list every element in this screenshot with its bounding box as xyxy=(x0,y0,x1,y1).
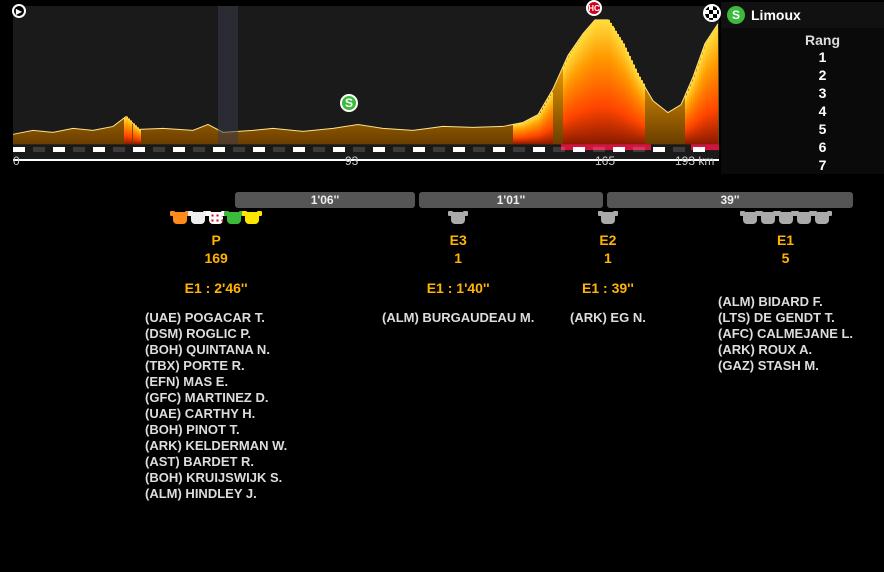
group-peloton: P 169 E1 : 2'46'' (UAE) POGACAR T.(DSM) … xyxy=(145,212,287,501)
hc-climb-icon: HC xyxy=(586,0,602,16)
rider-name[interactable]: (ARK) ROUX A. xyxy=(718,342,812,357)
rider-name[interactable]: (AFC) CALMEJANE L. xyxy=(718,326,853,341)
rank-row[interactable]: 5 xyxy=(819,120,827,138)
rider-name[interactable]: (UAE) CARTHY H. xyxy=(145,406,255,421)
rider-name[interactable]: (AST) BARDET R. xyxy=(145,454,254,469)
rider-name[interactable]: (GAZ) STASH M. xyxy=(718,358,819,373)
sprint-icon: S xyxy=(727,6,745,24)
km-label-finish: 193 km xyxy=(675,154,714,168)
rider-name[interactable]: (EFN) MAS E. xyxy=(145,374,228,389)
ranking-panel-header[interactable]: S Limoux xyxy=(721,2,884,28)
rider-list: (ALM) BIDARD F.(LTS) DE GENDT T.(AFC) CA… xyxy=(718,294,853,373)
rider-name[interactable]: (ALM) BIDARD F. xyxy=(718,294,823,309)
grey-jersey-icon xyxy=(451,212,465,224)
orange-jersey-icon xyxy=(173,212,187,224)
rider-name[interactable]: (ALM) HINDLEY J. xyxy=(145,486,257,501)
rank-row[interactable]: 2 xyxy=(819,66,827,84)
white-jersey-icon xyxy=(191,212,205,224)
rank-row[interactable]: 7 xyxy=(819,156,827,174)
rank-row[interactable]: 3 xyxy=(819,84,827,102)
km-label-sprint: 93 xyxy=(345,154,358,168)
group-rider-count: 1 xyxy=(604,250,612,266)
stage-elevation-profile xyxy=(13,6,719,161)
rider-name[interactable]: (ARK) KELDERMAN W. xyxy=(145,438,287,453)
finish-flag-icon xyxy=(703,4,721,22)
rider-name[interactable]: (LTS) DE GENDT T. xyxy=(718,310,835,325)
rank-row[interactable]: 1 xyxy=(819,48,827,66)
group-e3: E3 1 E1 : 1'40'' (ALM) BURGAUDEAU M. xyxy=(382,212,534,325)
km-label-climb: 165 xyxy=(595,154,615,168)
rank-row[interactable]: 4 xyxy=(819,102,827,120)
elevation-svg xyxy=(13,6,719,159)
group-e1: E1 5 (ALM) BIDARD F.(LTS) DE GENDT T.(AF… xyxy=(718,212,853,373)
rider-name[interactable]: (BOH) QUINTANA N. xyxy=(145,342,270,357)
grey-jersey-icon xyxy=(815,212,829,224)
group-label: P xyxy=(211,232,220,248)
location-title: Limoux xyxy=(751,7,801,23)
playback-start-icon[interactable]: ▶ xyxy=(12,4,26,18)
rank-row[interactable]: 6 xyxy=(819,138,827,156)
rider-list: (ALM) BURGAUDEAU M. xyxy=(382,310,534,325)
group-label: E3 xyxy=(450,232,467,248)
group-label: E1 xyxy=(777,232,794,248)
time-gap-bar: 39'' xyxy=(607,192,853,208)
rider-list: (UAE) POGACAR T.(DSM) ROGLIC P.(BOH) QUI… xyxy=(145,310,287,501)
grey-jersey-icon xyxy=(797,212,811,224)
group-e2: E2 1 E1 : 39'' (ARK) EG N. xyxy=(570,212,646,325)
time-gap-bar: 1'01'' xyxy=(419,192,603,208)
km-scale xyxy=(13,140,719,152)
rider-name[interactable]: (BOH) KRUIJSWIJK S. xyxy=(145,470,282,485)
grey-jersey-icon xyxy=(761,212,775,224)
rider-name[interactable]: (BOH) PINOT T. xyxy=(145,422,240,437)
rider-name[interactable]: (ALM) BURGAUDEAU M. xyxy=(382,310,534,325)
ranking-panel: S Limoux Rang 1234567 xyxy=(721,2,884,174)
rider-name[interactable]: (GFC) MARTINEZ D. xyxy=(145,390,268,405)
group-label: E2 xyxy=(599,232,616,248)
jersey-row xyxy=(173,212,259,226)
time-gap-bar: 1'06'' xyxy=(235,192,415,208)
rider-name[interactable]: (ARK) EG N. xyxy=(570,310,646,325)
jersey-row xyxy=(743,212,829,226)
yellow-jersey-icon xyxy=(245,212,259,224)
km-label-start: 0 xyxy=(13,154,20,168)
grey-jersey-icon xyxy=(743,212,757,224)
grey-jersey-icon xyxy=(601,212,615,224)
rider-name[interactable]: (TBX) PORTE R. xyxy=(145,358,245,373)
group-rider-count: 5 xyxy=(782,250,790,266)
ranking-list: 1234567 xyxy=(721,48,884,174)
jersey-row xyxy=(451,212,465,226)
group-rider-count: 169 xyxy=(204,250,227,266)
rider-list: (ARK) EG N. xyxy=(570,310,646,325)
group-gap-to-front: E1 : 2'46'' xyxy=(185,280,248,296)
jersey-row xyxy=(601,212,615,226)
rider-name[interactable]: (UAE) POGACAR T. xyxy=(145,310,265,325)
time-gap-bars: 1'06''1'01''39'' xyxy=(235,192,853,208)
polka-jersey-icon xyxy=(209,212,223,224)
ranking-column-header: Rang xyxy=(721,28,884,48)
km-labels: 0 93 165 193 km xyxy=(13,154,719,170)
group-rider-count: 1 xyxy=(454,250,462,266)
sprint-point-icon: S xyxy=(340,94,358,112)
green-jersey-icon xyxy=(227,212,241,224)
grey-jersey-icon xyxy=(779,212,793,224)
group-gap-to-front: E1 : 39'' xyxy=(582,280,634,296)
rider-name[interactable]: (DSM) ROGLIC P. xyxy=(145,326,251,341)
group-gap-to-front: E1 : 1'40'' xyxy=(427,280,490,296)
